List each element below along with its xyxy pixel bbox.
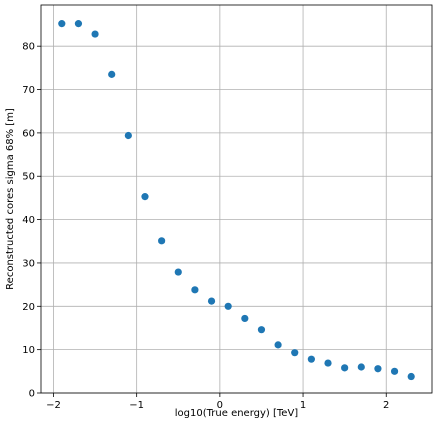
data-point xyxy=(291,349,299,357)
y-tick-label: 60 xyxy=(22,128,35,139)
data-point xyxy=(407,372,415,381)
x-axis-label: log10(True energy) [TeV] xyxy=(175,408,299,419)
x-axis: −2 −1 0 1 2 xyxy=(46,393,389,411)
data-point xyxy=(58,20,66,28)
y-tick-label: 70 xyxy=(22,85,35,96)
data-points xyxy=(58,20,415,381)
data-point xyxy=(224,302,232,310)
data-point xyxy=(91,30,99,38)
data-point xyxy=(174,268,182,276)
x-tick-label: 2 xyxy=(383,400,389,411)
data-point xyxy=(357,363,365,371)
data-point xyxy=(124,131,132,140)
data-point xyxy=(207,297,216,305)
data-point xyxy=(191,286,199,294)
data-point xyxy=(241,314,249,323)
data-point xyxy=(274,341,282,349)
data-point xyxy=(374,365,382,373)
data-point xyxy=(307,355,315,363)
data-point xyxy=(141,193,149,201)
y-tick-label: 50 xyxy=(22,172,35,183)
y-axis: 0 10 20 30 40 50 60 70 80 xyxy=(22,42,41,400)
x-tick-label: 0 xyxy=(217,400,223,411)
data-point xyxy=(341,364,349,372)
data-point xyxy=(390,367,399,375)
y-tick-label: 10 xyxy=(22,345,35,356)
y-tick-label: 40 xyxy=(22,215,35,226)
data-point xyxy=(108,70,116,78)
data-point xyxy=(74,20,83,28)
data-point xyxy=(324,359,332,367)
y-tick-label: 30 xyxy=(22,258,35,269)
y-tick-label: 0 xyxy=(29,389,35,400)
data-point xyxy=(158,237,166,245)
y-tick-label: 20 xyxy=(22,302,35,313)
x-tick-label: −1 xyxy=(129,400,144,411)
y-axis-label: Reconstructed cores sigma 68% [m] xyxy=(5,108,16,290)
y-tick-label: 80 xyxy=(22,42,35,53)
plot-frame xyxy=(40,4,433,394)
x-tick-label: −2 xyxy=(46,400,61,411)
x-tick-label: 1 xyxy=(300,400,306,411)
data-point xyxy=(257,326,266,334)
